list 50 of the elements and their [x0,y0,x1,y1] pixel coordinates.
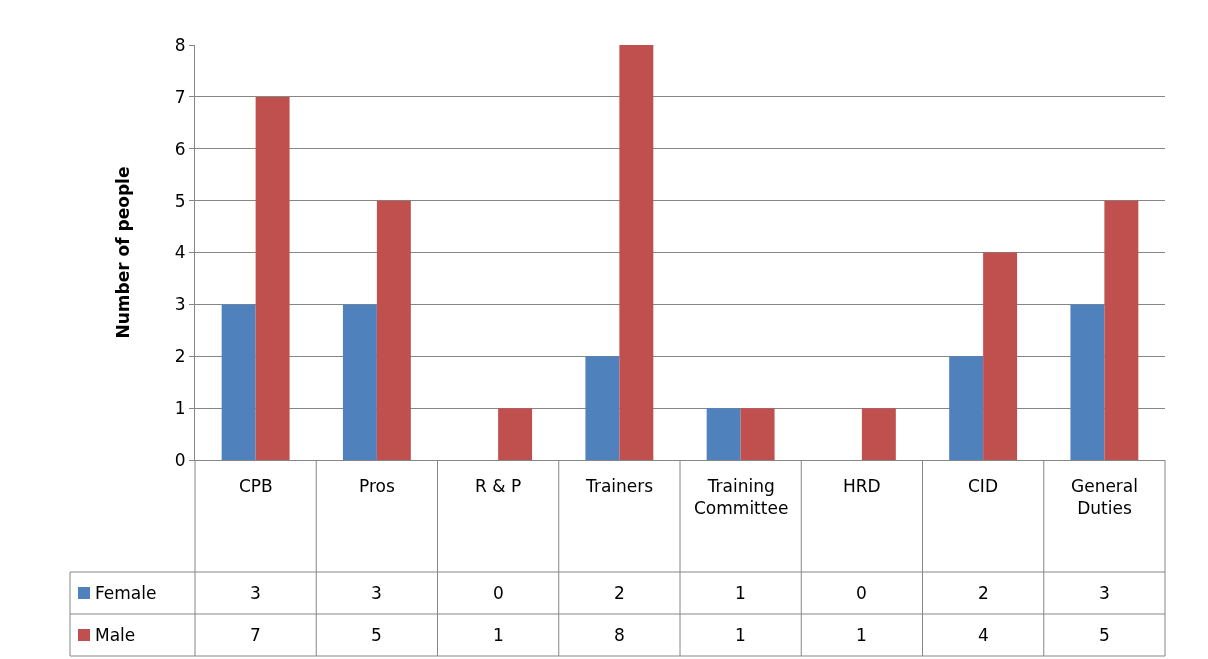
bar [619,45,654,460]
bar [376,200,411,460]
bar [1070,304,1105,460]
x-tick-label: CPB [239,476,273,496]
y-tick-label: 0 [174,449,186,470]
y-tick-label: 8 [174,34,186,55]
data-label: 5 [1099,625,1110,645]
x-tick-label: HRD [843,476,881,496]
data-label: 1 [735,583,746,603]
data-label: 8 [614,625,625,645]
bar [861,408,896,460]
x-tick-label: Training Committee [694,476,789,519]
y-tick-label: 2 [174,346,186,367]
x-tick-label: General Duties [1071,476,1138,519]
data-label: 7 [250,625,261,645]
y-tick-label: 5 [174,190,186,211]
data-label: 2 [614,583,625,603]
data-label: 1 [856,625,867,645]
legend-label: Female [95,583,157,603]
data-label: 2 [978,583,989,603]
x-tick-label: Pros [359,476,395,496]
bar [706,408,741,460]
legend-label: Male [95,625,136,645]
data-label: 3 [371,583,382,603]
x-tick-label: CID [968,476,998,496]
y-tick-label: 6 [174,138,186,159]
data-label: 0 [493,583,504,603]
y-tick-label: 7 [174,86,186,107]
y-tick-label: 4 [174,242,186,263]
bar [585,356,620,460]
y-tick-label: 3 [174,294,186,315]
bar [949,356,984,460]
y-tick-label: 1 [174,398,186,419]
data-label: 3 [1099,583,1110,603]
x-tick-label: R & P [475,476,522,496]
data-label: 1 [735,625,746,645]
bar [740,408,775,460]
bar [221,304,256,460]
y-axis-title: Number of people [113,166,134,339]
data-label: 3 [250,583,261,603]
bar [1104,200,1139,460]
x-tick-label: Trainers [585,476,654,496]
data-label: 0 [856,583,867,603]
bar [498,408,533,460]
data-label: 4 [978,625,989,645]
data-label: 1 [493,625,504,645]
bar [255,96,290,460]
bar [342,304,377,460]
bar [983,252,1018,460]
data-label: 5 [371,625,382,645]
